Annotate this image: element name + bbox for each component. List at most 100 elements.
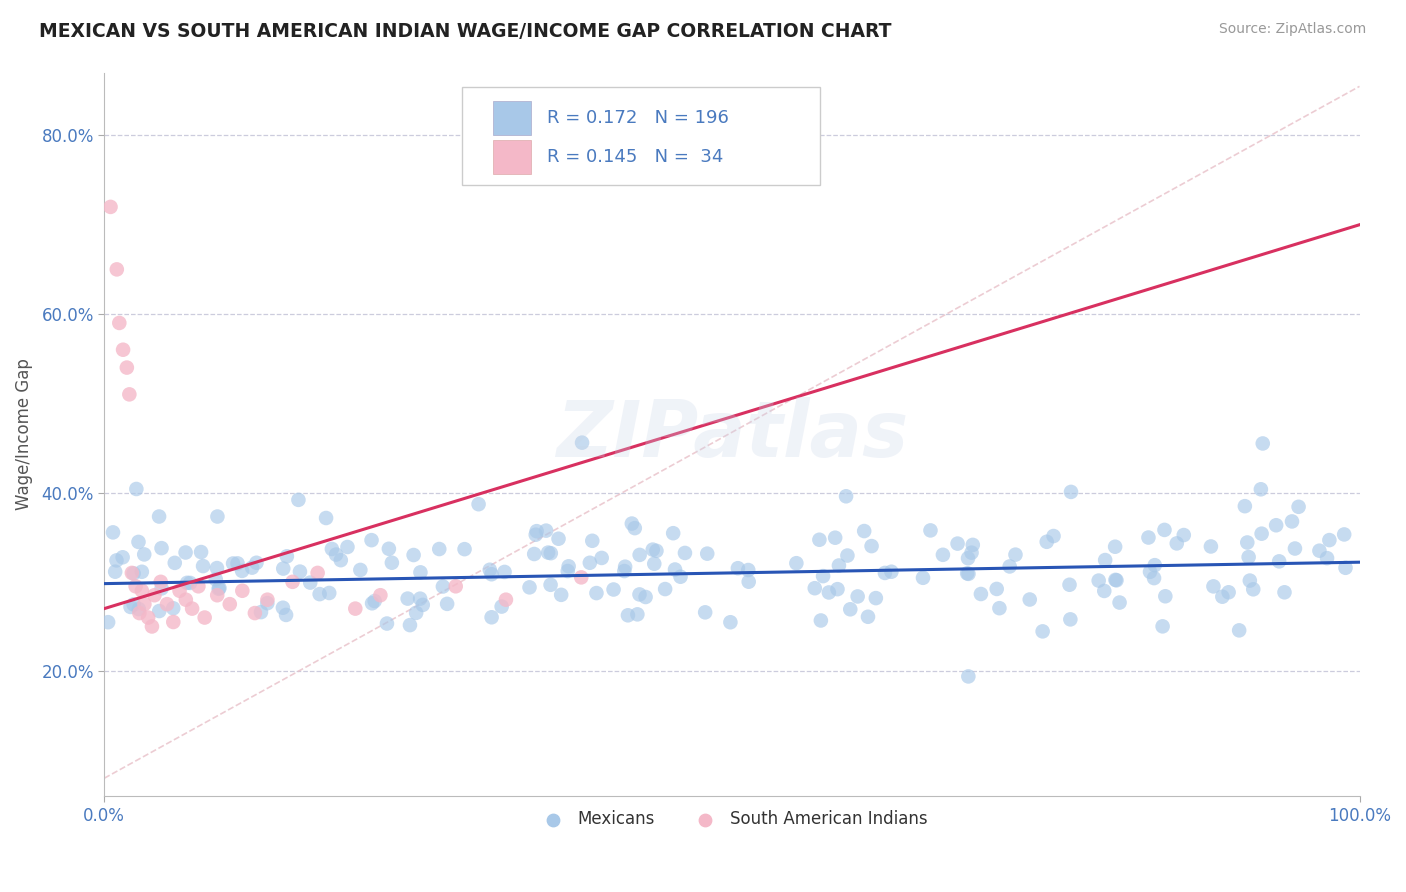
Point — [208, 581, 231, 595]
Point — [1233, 499, 1256, 513]
Text: MEXICAN VS SOUTH AMERICAN INDIAN WAGE/INCOME GAP CORRELATION CHART: MEXICAN VS SOUTH AMERICAN INDIAN WAGE/IN… — [39, 22, 891, 41]
Point — [962, 538, 984, 552]
Point — [1237, 549, 1260, 564]
Point — [344, 601, 367, 615]
Point — [696, 547, 718, 561]
Point — [534, 524, 557, 538]
Point — [669, 570, 692, 584]
Point — [101, 525, 124, 540]
Point — [1288, 500, 1310, 514]
Point — [957, 566, 980, 581]
Point — [643, 557, 665, 571]
Point — [127, 535, 149, 549]
Point — [444, 579, 467, 593]
Text: ZIPatlas: ZIPatlas — [555, 397, 908, 473]
Point — [207, 509, 229, 524]
Point — [932, 548, 955, 562]
Point — [274, 607, 297, 622]
Point — [602, 582, 624, 597]
Point — [811, 569, 834, 583]
Point — [432, 580, 454, 594]
Point — [271, 600, 294, 615]
Point — [360, 533, 382, 548]
Legend: Mexicans, South American Indians: Mexicans, South American Indians — [530, 804, 935, 835]
Point — [370, 588, 392, 602]
Point — [427, 541, 450, 556]
Point — [412, 598, 434, 612]
Point — [957, 669, 980, 683]
Point — [136, 610, 159, 624]
Point — [148, 509, 170, 524]
Point — [122, 566, 145, 581]
Point — [256, 592, 278, 607]
Point — [204, 573, 226, 587]
Point — [163, 556, 186, 570]
Point — [828, 558, 851, 573]
Point — [1018, 592, 1040, 607]
Point — [1319, 533, 1341, 547]
Point — [571, 435, 593, 450]
Point — [174, 545, 197, 559]
Point — [1166, 536, 1188, 550]
Point — [131, 565, 153, 579]
Point — [880, 565, 903, 579]
Point — [737, 563, 759, 577]
Point — [141, 619, 163, 633]
Point — [579, 556, 602, 570]
Point — [654, 582, 676, 596]
Point — [645, 544, 668, 558]
Point — [271, 561, 294, 575]
Point — [1094, 553, 1116, 567]
Point — [1060, 484, 1083, 499]
Point — [581, 533, 603, 548]
Text: Source: ZipAtlas.com: Source: ZipAtlas.com — [1219, 22, 1367, 37]
Point — [115, 360, 138, 375]
Point — [349, 563, 371, 577]
Point — [1268, 554, 1291, 568]
Point — [375, 616, 398, 631]
Point — [134, 548, 156, 562]
Point — [1032, 624, 1054, 639]
FancyBboxPatch shape — [494, 101, 531, 136]
Point — [315, 511, 337, 525]
Point — [162, 601, 184, 615]
Point — [120, 599, 142, 614]
Point — [540, 546, 562, 560]
Point — [131, 583, 153, 598]
Point — [1104, 540, 1126, 554]
Point — [150, 541, 173, 556]
Point — [1251, 436, 1274, 450]
Point — [827, 582, 849, 596]
Point — [176, 575, 198, 590]
Point — [540, 578, 562, 592]
Point — [837, 549, 859, 563]
Point — [104, 565, 127, 579]
Point — [803, 581, 825, 595]
Point — [128, 606, 150, 620]
Point — [1108, 596, 1130, 610]
Point — [321, 541, 343, 556]
Point — [381, 556, 404, 570]
Point — [523, 547, 546, 561]
Point — [299, 575, 322, 590]
Point — [396, 591, 419, 606]
Point — [960, 546, 983, 560]
Point — [308, 587, 330, 601]
Point — [276, 549, 298, 564]
Point — [550, 588, 572, 602]
Point — [673, 546, 696, 560]
Point — [1199, 540, 1222, 554]
Point — [1173, 528, 1195, 542]
Point — [524, 527, 547, 541]
Point — [1104, 573, 1126, 587]
Point — [727, 561, 749, 575]
Point — [226, 557, 249, 571]
Point — [378, 541, 401, 556]
Point — [481, 567, 503, 582]
Point — [1152, 619, 1174, 633]
Point — [174, 592, 197, 607]
Point — [1281, 515, 1303, 529]
Point — [1250, 483, 1272, 497]
Point — [361, 596, 384, 610]
Point — [1202, 579, 1225, 593]
